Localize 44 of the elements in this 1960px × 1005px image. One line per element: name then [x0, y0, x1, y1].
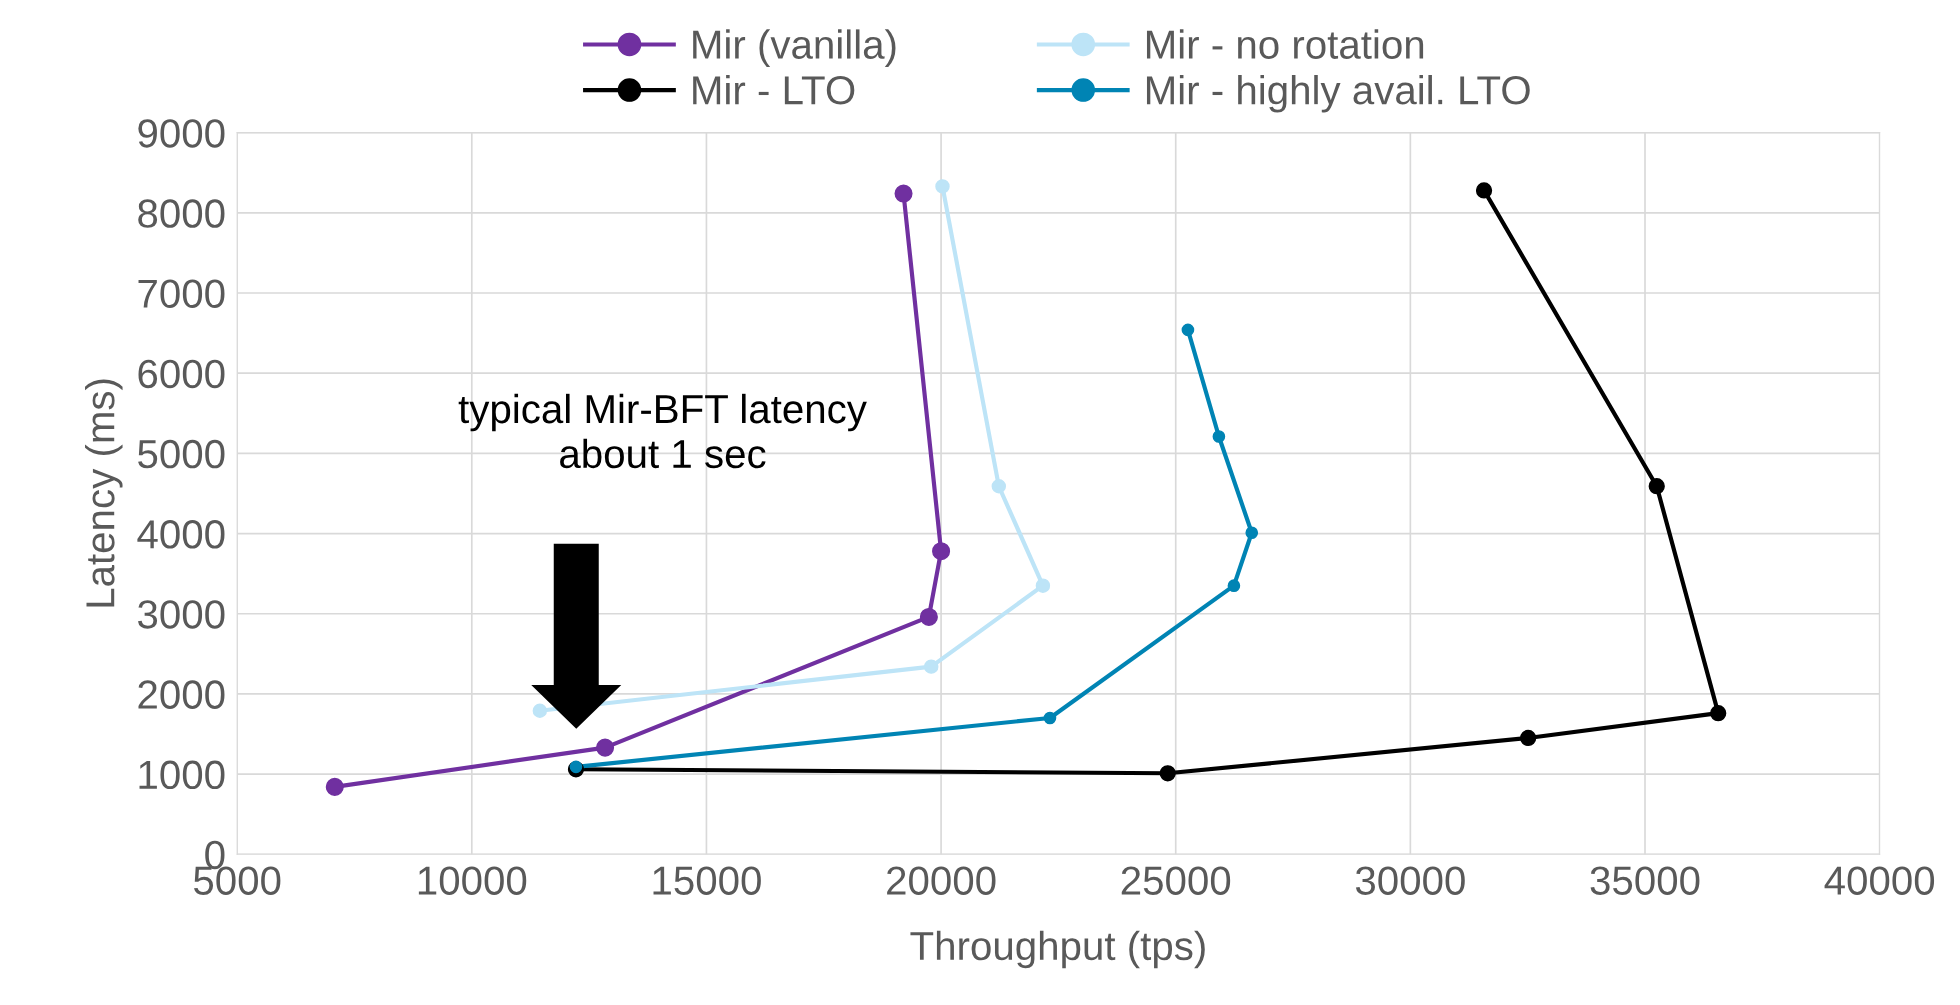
point — [919, 607, 938, 626]
point — [1245, 526, 1259, 540]
x-tick-label: 25000 — [1121, 866, 1231, 895]
y-axis-title: Latency (ms) — [85, 379, 123, 607]
x-tick-label: 40000 — [1824, 866, 1935, 895]
y-tick-label: 5000 — [138, 439, 225, 469]
point — [325, 777, 344, 796]
point — [924, 659, 939, 674]
point — [991, 479, 1007, 494]
point — [1043, 711, 1057, 725]
point — [1710, 705, 1727, 722]
y-tick-label: 1000 — [139, 760, 225, 790]
point — [1520, 729, 1537, 747]
y-tick-label: 9000 — [138, 119, 225, 148]
point — [1227, 579, 1241, 592]
y-tick-label: 7000 — [138, 279, 225, 308]
point — [1035, 578, 1051, 593]
y-tick-label: 8000 — [138, 199, 225, 228]
x-tick-label: 10000 — [418, 866, 527, 895]
annotation: typical Mir-BFT latency about 1 sec — [458, 393, 867, 469]
point — [532, 703, 548, 718]
point — [1212, 430, 1226, 443]
x-axis-title: Throughput (tps) — [910, 930, 1205, 969]
legend-label: Mir - highly avail. LTO — [1146, 74, 1530, 113]
point — [932, 542, 951, 561]
point — [1475, 182, 1493, 199]
y-tick-label: 4000 — [137, 520, 225, 549]
x-tick-label: 20000 — [887, 866, 996, 895]
x-tick-label: 35000 — [1590, 866, 1700, 895]
point — [1648, 478, 1665, 495]
x-tick-label: 15000 — [653, 866, 761, 895]
point — [596, 738, 615, 757]
legend-label: Mir - no rotation — [1146, 29, 1424, 59]
point — [569, 760, 583, 774]
y-tick-label: 3000 — [137, 600, 225, 629]
point — [935, 179, 950, 194]
point — [1181, 323, 1195, 337]
point — [1159, 765, 1176, 782]
legend-label: Mir - LTO — [693, 74, 855, 105]
y-tick-label: 6000 — [138, 359, 225, 389]
point — [894, 184, 913, 203]
x-tick-label: 30000 — [1355, 866, 1465, 895]
legend-label: Mir (vanilla) — [693, 29, 896, 67]
y-tick-label: 2000 — [138, 680, 225, 709]
